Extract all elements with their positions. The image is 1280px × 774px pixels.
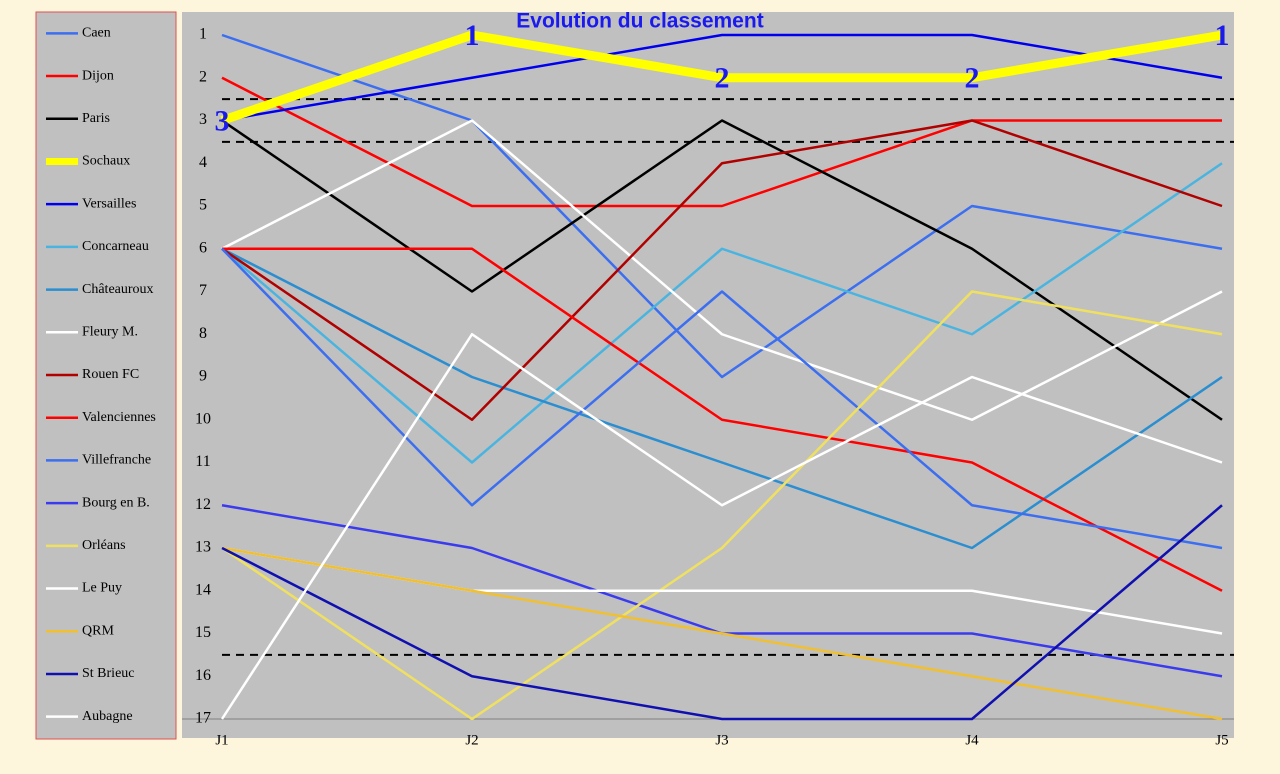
y-tick-label: 7	[199, 282, 207, 299]
x-tick-label: J1	[215, 732, 228, 748]
legend-label: Dijon	[82, 68, 114, 83]
y-tick-label: 14	[195, 581, 211, 598]
series-line	[222, 247, 1223, 592]
series-line	[221, 162, 1223, 464]
legend-label: St Brieuc	[82, 666, 135, 681]
x-tick-label: J3	[715, 732, 728, 748]
data-label: 1	[465, 19, 480, 52]
series-line	[220, 30, 1223, 125]
legend-label: Châteauroux	[82, 282, 154, 297]
y-tick-label: 11	[195, 453, 210, 470]
legend-label: Versailles	[82, 196, 136, 211]
series-line	[221, 546, 1223, 721]
legend-label: Aubagne	[82, 709, 133, 724]
x-tick-label: J2	[465, 732, 478, 748]
y-tick-label: 3	[199, 111, 207, 128]
y-tick-label: 17	[195, 710, 211, 727]
legend-label: Le Puy	[82, 581, 122, 596]
y-tick-label: 10	[195, 410, 211, 427]
y-tick-label: 15	[195, 624, 211, 641]
legend-label: Caen	[82, 26, 111, 41]
legend-label: Bourg en B.	[82, 495, 150, 510]
data-label: 3	[215, 104, 230, 137]
data-label: 1	[1215, 19, 1230, 52]
legend-label: Concarneau	[82, 239, 149, 254]
series-line	[221, 504, 1223, 721]
data-label: 2	[965, 62, 980, 95]
y-tick-label: 16	[195, 667, 211, 684]
legend-label: Paris	[82, 111, 110, 126]
chart-title: Evolution du classement	[516, 10, 763, 33]
legend-label: Villefranche	[82, 453, 151, 468]
y-tick-label: 5	[199, 197, 207, 214]
y-tick-label: 2	[199, 68, 207, 85]
series-line	[221, 247, 1223, 550]
series-line	[220, 333, 1223, 720]
y-tick-label: 4	[199, 154, 207, 171]
y-tick-label: 12	[195, 496, 211, 513]
y-tick-label: 6	[199, 239, 207, 256]
series-line	[221, 33, 1223, 122]
y-tick-label: 1	[199, 26, 207, 43]
legend-label: QRM	[82, 623, 114, 638]
x-tick-label: J5	[1215, 732, 1228, 748]
y-tick-label: 13	[195, 539, 211, 556]
series-line	[221, 290, 1223, 721]
legend-label: Orléans	[82, 538, 126, 553]
legend-label: Fleury M.	[82, 325, 138, 340]
series-line	[221, 247, 1223, 550]
legend-label: Sochaux	[82, 154, 130, 169]
legend-label: Valenciennes	[82, 410, 156, 425]
data-label: 2	[715, 62, 730, 95]
y-tick-label: 9	[199, 368, 207, 385]
series-line	[221, 119, 1223, 421]
y-tick-label: 8	[199, 325, 207, 342]
x-tick-label: J4	[965, 732, 979, 748]
series-line	[221, 119, 1223, 421]
legend-label: Rouen FC	[82, 367, 139, 382]
